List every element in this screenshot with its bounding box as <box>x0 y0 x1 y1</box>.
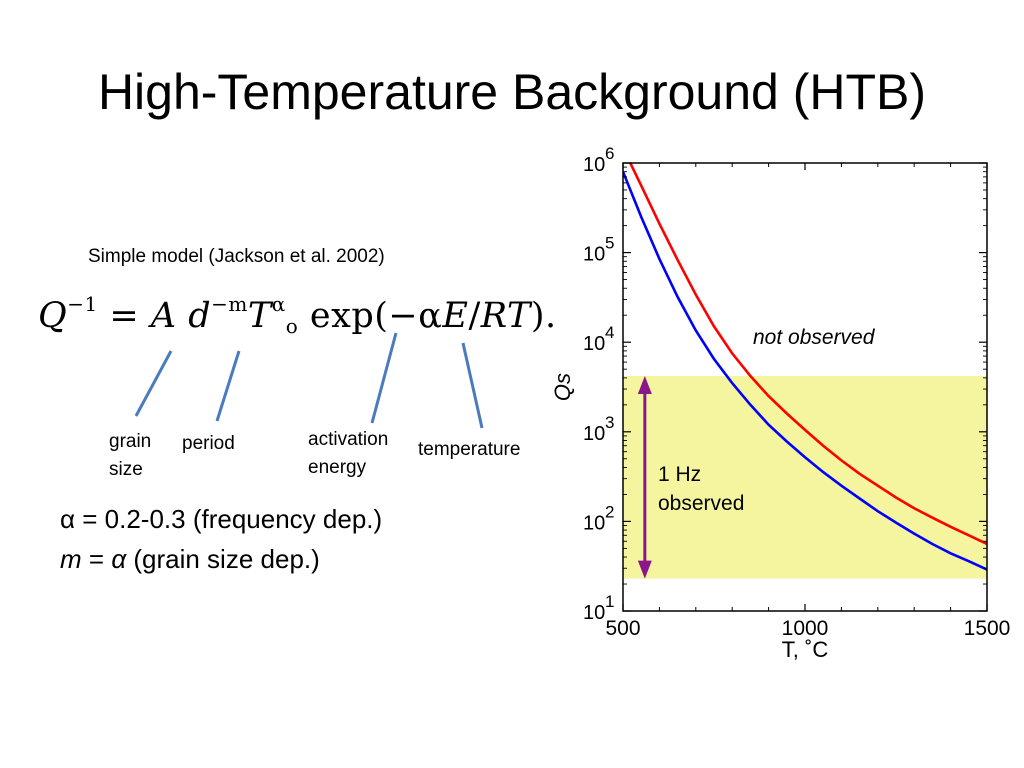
activation-energy-label: activation energy <box>308 429 389 478</box>
eq-exp-close: ). <box>530 296 557 336</box>
y-tick-label-exp: 2 <box>605 502 614 521</box>
one-hz-label: 1 Hz <box>658 463 701 486</box>
activation-energy-pointer <box>370 332 398 424</box>
grain-size-pointer <box>134 350 173 417</box>
m-symbol: m <box>60 544 82 574</box>
y-tick-label-exp: 3 <box>605 413 614 432</box>
temperature-label: temperature <box>418 439 521 460</box>
y-tick-label-base: 10 <box>583 333 605 355</box>
curve-line-blue <box>623 171 987 571</box>
observed-label: observed <box>658 492 744 515</box>
y-axis-label: Qs <box>550 373 575 401</box>
m-alpha: α <box>111 544 127 574</box>
eq-exp-open: exp(−α <box>309 296 443 336</box>
arrow-head-down <box>637 560 652 579</box>
x-tick-label: 1500 <box>964 617 1011 640</box>
eq-slash: / <box>468 296 481 336</box>
m-equals: = <box>81 544 112 574</box>
x-tick-label: 500 <box>605 617 640 640</box>
period-label: period <box>182 433 235 454</box>
eq-t: T <box>247 296 272 336</box>
arrow-head-up <box>637 375 652 394</box>
model-subtitle: Simple model (Jackson et al. 2002) <box>88 246 385 267</box>
y-tick-label-exp: 6 <box>605 144 614 163</box>
eq-q-exp: −1 <box>67 292 98 316</box>
m-param: m = α (grain size dep.) <box>60 544 320 575</box>
observed-band <box>623 375 987 579</box>
temperature-pointer <box>461 342 484 429</box>
eq-t-exp: α <box>271 292 286 316</box>
not-observed-label: not observed <box>753 326 876 349</box>
alpha-param: α = 0.2-0.3 (frequency dep.) <box>60 504 382 535</box>
y-tick-label-base: 10 <box>583 602 605 624</box>
y-tick-label-base: 10 <box>583 512 605 534</box>
x-axis-label: T, ˚C <box>782 637 829 662</box>
period-pointer <box>215 350 241 422</box>
eq-e: E <box>442 296 469 336</box>
y-tick-label-base: 10 <box>583 244 605 266</box>
x-tick-label: 1000 <box>782 617 829 640</box>
eq-rt: RT <box>480 296 531 336</box>
y-tick-label-exp: 5 <box>605 234 614 253</box>
eq-a: A <box>150 296 177 336</box>
eq-equals: = <box>109 296 140 336</box>
y-tick-label-base: 10 <box>583 423 605 445</box>
grain-size-label: grain size <box>109 431 152 480</box>
annotation-lines <box>134 332 484 429</box>
m-text: (grain size dep.) <box>126 544 320 574</box>
y-tick-label-base: 10 <box>583 154 605 176</box>
eq-q: Q <box>38 296 68 336</box>
eq-d-exp: −m <box>211 292 248 316</box>
y-tick-label-exp: 1 <box>605 592 614 611</box>
eq-d: d <box>188 296 212 336</box>
y-tick-label-exp: 4 <box>605 323 614 342</box>
eq-t-sub: o <box>285 314 299 338</box>
slide-title: High-Temperature Background (HTB) <box>97 64 927 120</box>
alpha-text: = 0.2-0.3 (frequency dep.) <box>75 504 383 534</box>
curve-line-red <box>629 163 987 546</box>
htb-equation: Q−1 = A d−mTαo exp(−αE/RT). <box>38 292 557 338</box>
alpha-symbol: α <box>60 504 76 534</box>
